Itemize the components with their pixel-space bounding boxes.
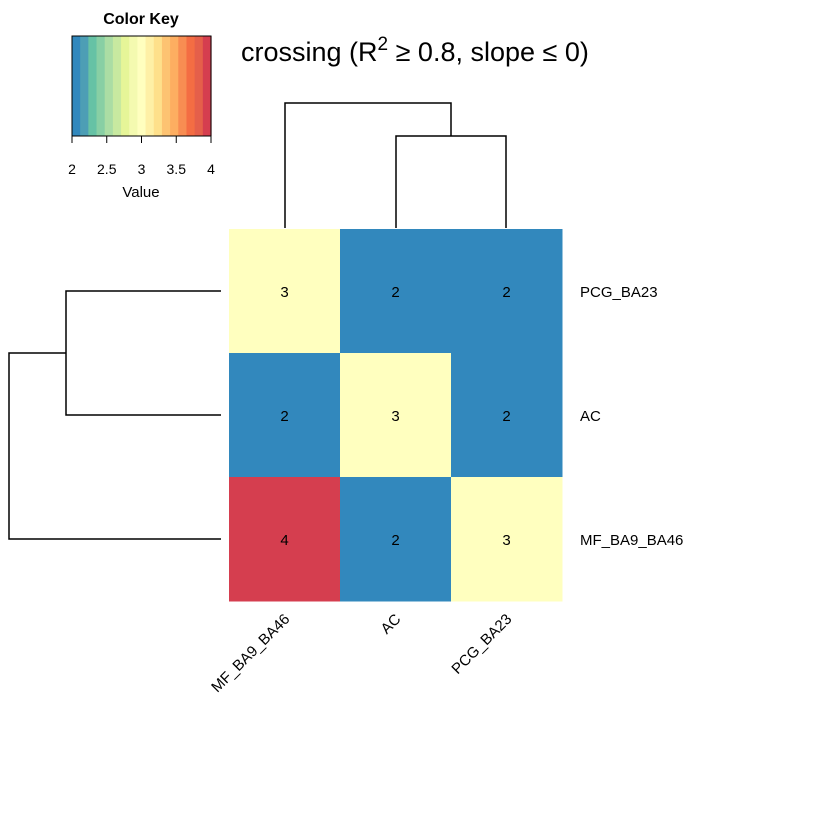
color-key-swatch	[178, 36, 188, 136]
heatmap-cell-label: 2	[391, 532, 399, 549]
heatmap-cell	[340, 477, 452, 602]
row-label: PCG_BA23	[580, 284, 658, 301]
chart-title: crossing (R2 ≥ 0.8, slope ≤ 0)	[241, 34, 589, 67]
color-key-swatch	[145, 36, 155, 136]
color-key-swatch	[186, 36, 196, 136]
heatmap-cell-label: 2	[502, 408, 510, 425]
color-key-swatch	[121, 36, 130, 136]
row-dendro-branch-root	[8, 352, 221, 540]
column-labels: MF_BA9_BA46 AC PCG_BA23	[208, 611, 515, 696]
row-label: AC	[580, 408, 601, 425]
color-key-swatch	[112, 36, 122, 136]
heatmap-cell-label: 2	[502, 284, 510, 301]
heatmap-cell-label: 2	[280, 408, 288, 425]
color-key-swatch	[202, 36, 212, 136]
color-key-xlabel: Value	[122, 184, 159, 201]
chart-title-rest: ≥ 0.8, slope ≤ 0)	[388, 37, 589, 67]
color-key-swatch	[129, 36, 139, 136]
heatmap-cell	[340, 353, 452, 478]
heatmap-cell	[451, 229, 563, 354]
column-label: AC	[378, 611, 405, 638]
color-key-swatch	[72, 36, 81, 136]
color-key-swatch	[194, 36, 204, 136]
color-key: Color Key 2 2.5 3 3.5 4 Value	[68, 11, 215, 201]
row-dendrogram	[8, 290, 221, 540]
heatmap-cell	[340, 229, 452, 354]
row-labels: PCG_BA23 AC MF_BA9_BA46	[580, 284, 683, 549]
color-key-swatch	[104, 36, 114, 136]
heatmap-cell	[229, 229, 341, 354]
heatmap-cell-label: 3	[280, 284, 288, 301]
color-key-swatch	[88, 36, 98, 136]
heatmap-cell	[451, 477, 563, 602]
heatmap-cell-label: 4	[280, 532, 288, 549]
color-key-ticks: 2 2.5 3 3.5 4	[68, 136, 215, 177]
chart-title-main: crossing (R	[241, 37, 378, 67]
column-label: PCG_BA23	[448, 611, 515, 678]
heatmap-cells	[229, 229, 563, 602]
color-key-swatch	[153, 36, 163, 136]
color-key-tick-label: 3.5	[167, 161, 187, 177]
chart-title-superscript: 2	[378, 34, 389, 55]
heatmap-cell-labels: 3 2 2 2 3 2 4 2 3	[280, 284, 510, 549]
color-key-tick-label: 4	[207, 161, 215, 177]
color-key-title: Color Key	[103, 11, 179, 28]
color-key-swatch	[161, 36, 171, 136]
heatmap-cell-label: 2	[391, 284, 399, 301]
color-key-swatch	[96, 36, 106, 136]
heatmap-cell	[451, 353, 563, 478]
color-key-tick-label: 2	[68, 161, 76, 177]
heatmap-cell-label: 3	[391, 408, 399, 425]
column-dendrogram	[284, 102, 507, 228]
row-label: MF_BA9_BA46	[580, 532, 683, 549]
heatmap-cell-label: 3	[502, 532, 510, 549]
color-key-tick-label: 2.5	[97, 161, 117, 177]
row-dendro-branch-pcg-ac	[65, 290, 221, 416]
column-label: MF_BA9_BA46	[208, 611, 293, 696]
color-key-gradient	[72, 36, 212, 136]
heatmap-cell	[229, 477, 341, 602]
color-key-swatch	[170, 36, 179, 136]
col-dendro-branch-ac-pcg	[395, 135, 507, 228]
col-dendro-branch-root	[284, 102, 452, 228]
color-key-tick-label: 3	[138, 161, 146, 177]
color-key-swatch	[80, 36, 89, 136]
color-key-swatch	[137, 36, 147, 136]
heatmap-cell	[229, 353, 341, 478]
